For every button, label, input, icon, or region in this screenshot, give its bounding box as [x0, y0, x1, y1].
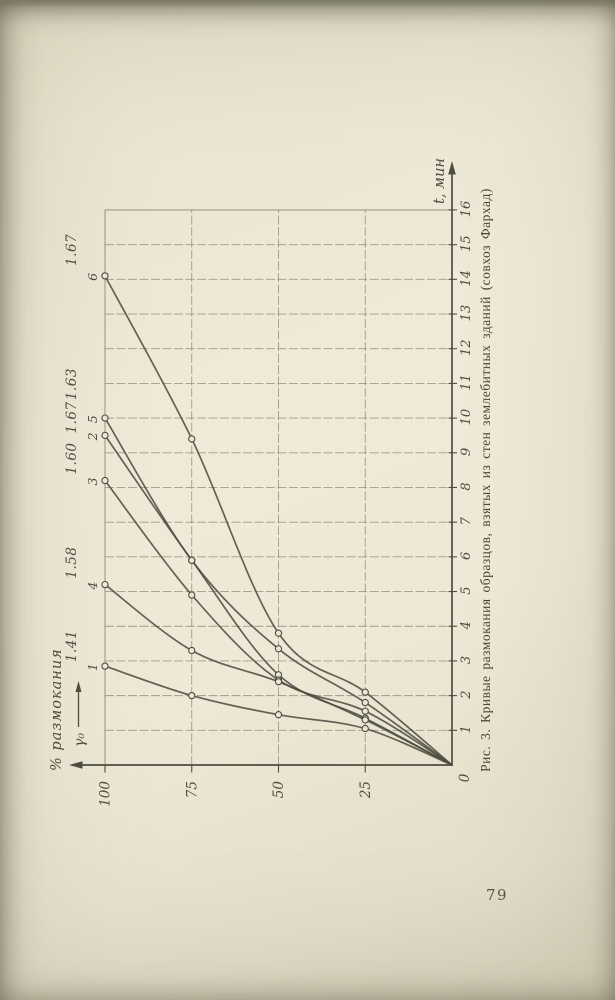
- percent-axis-arrow: [69, 761, 83, 769]
- t-tick-label-1: 1: [459, 725, 474, 733]
- t-tick-label-13: 13: [459, 305, 474, 322]
- t-tick-label-2: 2: [459, 690, 474, 699]
- page-number: 79: [486, 886, 509, 904]
- curve-line-2: [104, 434, 453, 766]
- t-tick-label-7: 7: [459, 516, 474, 525]
- curve-gamma-label-3: 1.60: [64, 442, 80, 474]
- gamma-zero-label: γ₀: [72, 733, 88, 747]
- curve-number-label-6: 6: [85, 273, 100, 281]
- curve-gamma-label-5: 1.63: [64, 368, 80, 400]
- curve-line-5: [104, 417, 453, 766]
- pct-tick-label-25: 25: [358, 781, 374, 799]
- gamma-arrow-head: [75, 681, 82, 692]
- curve-line-3: [104, 479, 453, 766]
- data-point-curve6-75pct: [188, 435, 196, 443]
- curve-gamma-label-2: 1.67: [64, 401, 80, 433]
- data-point-curve5-50pct: [274, 645, 283, 653]
- figure-caption: Рис. 3. Кривые размокания образцов, взят…: [478, 188, 493, 772]
- data-point-curve4-100pct: [101, 580, 109, 589]
- t-tick-label-5: 5: [459, 586, 474, 594]
- t-tick-label-4: 4: [459, 621, 474, 630]
- data-point-curve2-100pct: [101, 431, 109, 440]
- data-point-curve5-100pct: [101, 414, 109, 422]
- t-tick-label-15: 15: [459, 235, 474, 252]
- data-point-curve4-75pct: [188, 646, 196, 655]
- data-point-curve4-50pct: [274, 678, 283, 686]
- data-point-curve4-25pct: [361, 716, 369, 724]
- pct-tick-label-75: 75: [184, 781, 200, 798]
- data-point-curve6-50pct: [274, 629, 283, 637]
- data-point-curve6-25pct: [361, 688, 369, 696]
- t-tick-label-11: 11: [459, 374, 474, 391]
- curve-gamma-label-1: 1.41: [64, 630, 80, 662]
- t-tick-label-9: 9: [459, 448, 474, 456]
- rotated-figure-container: 1 2 3 4 5 6 7 8 9 10 11 12 13 14 15 16 100 75 50 25 0% размо…: [45, 135, 525, 825]
- axes: [69, 161, 456, 769]
- curve-line-6: [104, 275, 453, 766]
- curve-number-label-2: 2: [85, 432, 100, 441]
- t-tick-label-10: 10: [459, 409, 474, 426]
- curve-group-4: 41.58: [64, 547, 453, 766]
- data-point-curve3-100pct: [101, 476, 109, 485]
- t-tick-label-14: 14: [459, 270, 474, 287]
- t-tick-label-16: 16: [459, 201, 474, 218]
- curve-number-label-4: 4: [85, 582, 100, 591]
- data-point-curve6-100pct: [101, 272, 109, 280]
- y-axis-title: % размокания: [49, 648, 65, 771]
- data-point-curve1-75pct: [188, 691, 196, 700]
- curve-group-1: 11.41: [64, 630, 453, 766]
- curve-group-3: 31.60: [64, 442, 453, 766]
- density-label-group: γ₀: [72, 681, 88, 747]
- data-point-curve5-25pct: [361, 698, 369, 707]
- curve-gamma-label-4: 1.58: [64, 547, 80, 579]
- tick-marks: [104, 209, 457, 773]
- curve-gamma-label-6: 1.67: [64, 234, 80, 266]
- origin-label: 0: [457, 773, 473, 782]
- data-point-curve1-25pct: [361, 724, 369, 733]
- t-tick-label-8: 8: [459, 482, 474, 490]
- data-point-curve5-75pct: [188, 556, 196, 564]
- t-tick-label-3: 3: [459, 656, 474, 664]
- data-point-curve3-25pct: [361, 707, 369, 715]
- pct-tick-label-50: 50: [271, 781, 287, 799]
- t-tick-label-12: 12: [459, 339, 474, 356]
- x-axis-title: t, мин: [432, 158, 448, 204]
- data-point-curve1-50pct: [274, 711, 283, 719]
- curve-number-label-3: 3: [85, 478, 100, 486]
- curve-number-label-1: 1: [85, 663, 100, 671]
- pct-tick-label-100: 100: [98, 781, 114, 807]
- t-axis-arrow: [448, 161, 456, 175]
- data-point-curve1-100pct: [101, 662, 109, 670]
- data-point-curve3-75pct: [188, 591, 196, 599]
- curve-group-5: 51.63: [64, 368, 453, 766]
- curve-number-label-5: 5: [85, 415, 100, 423]
- t-tick-label-6: 6: [459, 552, 474, 560]
- curve-group-6: 61.67: [64, 234, 453, 766]
